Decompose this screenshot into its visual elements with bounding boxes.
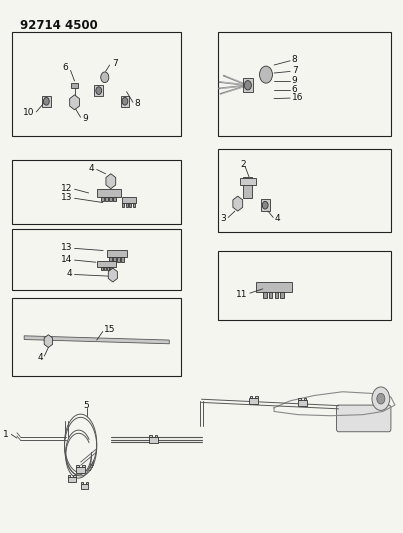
- Text: 4: 4: [67, 270, 73, 278]
- Bar: [117, 257, 120, 262]
- Bar: [155, 434, 157, 437]
- Bar: [73, 475, 76, 477]
- Bar: [280, 292, 284, 298]
- Circle shape: [101, 72, 109, 83]
- Circle shape: [44, 98, 49, 105]
- Bar: [107, 250, 127, 257]
- Bar: [105, 197, 108, 201]
- Text: 8: 8: [135, 99, 140, 108]
- Bar: [97, 261, 116, 267]
- Bar: [149, 434, 152, 437]
- Bar: [240, 178, 256, 185]
- Circle shape: [262, 201, 268, 209]
- Text: 11: 11: [236, 290, 247, 298]
- Text: 6: 6: [292, 85, 297, 93]
- Bar: [12, 160, 181, 224]
- Bar: [218, 32, 391, 136]
- Text: 9: 9: [82, 114, 88, 123]
- Bar: [94, 85, 103, 96]
- Circle shape: [122, 98, 128, 105]
- Text: 5: 5: [84, 401, 89, 409]
- Bar: [149, 437, 158, 443]
- Bar: [122, 203, 124, 207]
- Bar: [243, 177, 252, 198]
- Polygon shape: [106, 174, 116, 189]
- Bar: [81, 482, 83, 483]
- Bar: [101, 267, 103, 270]
- Text: 3: 3: [220, 214, 226, 223]
- Bar: [97, 189, 121, 197]
- Bar: [304, 398, 307, 400]
- Bar: [120, 95, 129, 107]
- Bar: [77, 465, 79, 467]
- Polygon shape: [70, 95, 79, 110]
- Circle shape: [372, 387, 390, 410]
- Text: 13: 13: [61, 193, 73, 202]
- Bar: [249, 398, 258, 404]
- Bar: [121, 257, 124, 262]
- Bar: [133, 203, 135, 207]
- Bar: [263, 292, 267, 298]
- Text: 4: 4: [275, 214, 280, 223]
- Polygon shape: [24, 336, 169, 344]
- Text: 92714 4500: 92714 4500: [20, 19, 98, 31]
- Text: 1: 1: [3, 430, 9, 439]
- Polygon shape: [233, 196, 243, 211]
- Bar: [122, 197, 136, 203]
- Text: 7: 7: [112, 60, 118, 68]
- Bar: [218, 149, 391, 232]
- Bar: [104, 267, 106, 270]
- Polygon shape: [44, 335, 52, 348]
- Bar: [110, 267, 112, 270]
- Bar: [109, 197, 112, 201]
- Bar: [109, 257, 112, 262]
- Bar: [76, 467, 85, 473]
- Bar: [101, 197, 104, 201]
- Text: 4: 4: [37, 353, 43, 362]
- Bar: [129, 203, 131, 207]
- Circle shape: [96, 87, 102, 94]
- Bar: [71, 83, 78, 88]
- Bar: [256, 395, 258, 398]
- Text: 7: 7: [292, 67, 297, 75]
- Bar: [298, 400, 307, 406]
- Text: 6: 6: [62, 63, 68, 72]
- Bar: [68, 475, 71, 477]
- Bar: [126, 203, 128, 207]
- Circle shape: [244, 80, 251, 90]
- Bar: [298, 398, 301, 400]
- Circle shape: [377, 393, 385, 404]
- Bar: [82, 465, 85, 467]
- Text: 4: 4: [89, 164, 94, 173]
- Text: 13: 13: [61, 244, 73, 252]
- Text: 9: 9: [292, 76, 297, 85]
- Polygon shape: [108, 268, 117, 282]
- Bar: [86, 482, 88, 483]
- FancyBboxPatch shape: [337, 405, 391, 432]
- Bar: [218, 251, 391, 320]
- Bar: [12, 298, 181, 376]
- Text: 15: 15: [104, 326, 116, 334]
- Text: 8: 8: [292, 55, 297, 64]
- Circle shape: [260, 66, 272, 83]
- Bar: [274, 292, 278, 298]
- Bar: [250, 395, 252, 398]
- Bar: [81, 483, 89, 489]
- Bar: [243, 78, 253, 92]
- Bar: [42, 95, 51, 107]
- Bar: [68, 477, 76, 482]
- Text: 16: 16: [292, 93, 303, 102]
- Bar: [256, 281, 293, 292]
- Bar: [107, 267, 109, 270]
- Bar: [269, 292, 272, 298]
- Text: 10: 10: [23, 109, 35, 117]
- Text: 2: 2: [241, 160, 246, 168]
- Bar: [12, 229, 181, 290]
- Bar: [113, 197, 116, 201]
- Bar: [12, 32, 181, 136]
- Text: 12: 12: [61, 184, 73, 193]
- Bar: [261, 199, 270, 211]
- Text: 14: 14: [61, 255, 73, 264]
- Bar: [113, 257, 116, 262]
